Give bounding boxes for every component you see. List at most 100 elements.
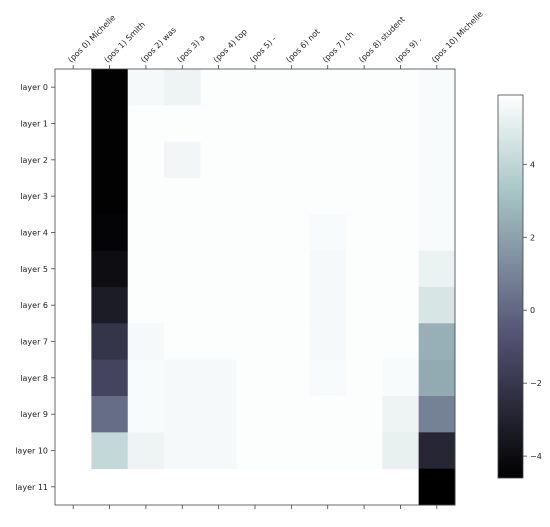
heatmap-cell: [382, 178, 420, 215]
heatmap-cell: [91, 141, 129, 179]
heatmap-cell: [309, 69, 347, 106]
heatmap-cell: [309, 432, 347, 470]
heatmap-cell: [91, 396, 129, 433]
heatmap-cell: [418, 323, 456, 361]
heatmap-cell: [273, 250, 310, 288]
heatmap-cell: [200, 323, 238, 361]
heatmap-cell: [200, 105, 238, 143]
heatmap-cell: [91, 105, 129, 143]
heatmap-cell: [309, 178, 347, 215]
heatmap-cell: [127, 359, 165, 397]
heatmap-cell: [345, 432, 383, 470]
x-tick-label: (pos 9) .: [394, 35, 424, 65]
heatmap-cell: [164, 69, 201, 106]
x-tick-label: (pos 2) was: [139, 25, 178, 64]
heatmap-cell: [309, 105, 347, 143]
heatmap-cell: [345, 323, 383, 361]
y-tick-label: layer 7: [20, 338, 48, 347]
y-tick-label: layer 6: [20, 301, 48, 310]
heatmap-cell: [273, 323, 310, 361]
y-tick-label: layer 2: [20, 156, 48, 165]
heatmap-cell: [164, 214, 201, 252]
heatmap-cell: [200, 250, 238, 288]
heatmap-cell: [345, 287, 383, 324]
x-tick-label: (pos 7) ch: [321, 30, 356, 65]
heatmap-cells: [91, 69, 456, 506]
colorbar-tick-label: −4: [530, 452, 542, 461]
heatmap-cell: [345, 141, 383, 179]
heatmap-cell: [164, 141, 201, 179]
heatmap-cell: [382, 141, 420, 179]
heatmap-cell: [309, 287, 347, 324]
heatmap-cell: [127, 323, 165, 361]
heatmap-cell: [127, 105, 165, 143]
heatmap-cell: [91, 250, 129, 288]
heatmap-cell: [345, 250, 383, 288]
heatmap-cell: [418, 287, 456, 324]
heatmap-cell: [236, 69, 274, 106]
heatmap-cell: [418, 250, 456, 288]
y-tick-label: layer 10: [15, 447, 48, 456]
heatmap-cell: [200, 178, 238, 215]
heatmap-cell: [236, 323, 274, 361]
heatmap-cell: [418, 468, 456, 506]
heatmap-cell: [127, 178, 165, 215]
x-tick-label: (pos 3) a: [175, 33, 207, 65]
heatmap-cell: [127, 250, 165, 288]
heatmap-cell: [418, 69, 456, 106]
y-tick-label: layer 8: [20, 374, 48, 383]
heatmap-cell: [345, 178, 383, 215]
heatmap-cell: [164, 287, 201, 324]
heatmap-cell: [273, 432, 310, 470]
heatmap-cell: [418, 214, 456, 252]
x-tick-label: (pos 6) not: [284, 27, 321, 64]
heatmap-cell: [91, 69, 129, 106]
heatmap-cell: [382, 250, 420, 288]
heatmap-cell: [236, 396, 274, 433]
y-axis-ticks: layer 0 layer 1 layer 2 layer 3 layer 4 layer…: [15, 83, 55, 492]
heatmap-cell: [418, 105, 456, 143]
heatmap-cell: [91, 323, 129, 361]
heatmap-cell: [236, 287, 274, 324]
heatmap-cell: [273, 178, 310, 215]
heatmap-cell: [236, 178, 274, 215]
heatmap-cell: [127, 432, 165, 470]
heatmap-cell: [236, 214, 274, 252]
heatmap-cell: [382, 396, 420, 433]
heatmap-cell: [309, 141, 347, 179]
heatmap-cell: [418, 432, 456, 470]
heatmap-cell: [164, 359, 201, 397]
heatmap-cell: [273, 287, 310, 324]
heatmap-cell: [127, 69, 165, 106]
colorbar-tick-label: −2: [530, 379, 542, 388]
heatmap-cell: [200, 287, 238, 324]
heatmap-cell: [345, 359, 383, 397]
heatmap-cell: [382, 287, 420, 324]
y-tick-label: layer 0: [20, 83, 48, 92]
heatmap-cell: [91, 432, 129, 470]
heatmap-cell: [382, 69, 420, 106]
heatmap-cell: [200, 69, 238, 106]
heatmap-cell: [309, 214, 347, 252]
heatmap-cell: [127, 214, 165, 252]
heatmap-cell: [236, 141, 274, 179]
heatmap-cell: [164, 396, 201, 433]
y-tick-label: layer 3: [20, 192, 48, 201]
heatmap-cell: [418, 141, 456, 179]
heatmap-cell: [273, 396, 310, 433]
heatmap-cell: [382, 323, 420, 361]
heatmap-cell: [382, 105, 420, 143]
heatmap-cell: [91, 214, 129, 252]
colorbar-tick-label: 2: [530, 233, 535, 242]
heatmap-cell: [273, 359, 310, 397]
heatmap-cell: [127, 287, 165, 324]
heatmap-cell: [273, 105, 310, 143]
heatmap-cell: [345, 396, 383, 433]
heatmap-cell: [200, 432, 238, 470]
heatmap-cell: [127, 396, 165, 433]
y-tick-label: layer 5: [20, 265, 48, 274]
heatmap-cell: [164, 432, 201, 470]
x-tick-label: (pos 10) Michelle: [430, 10, 485, 65]
heatmap-cell: [164, 105, 201, 143]
